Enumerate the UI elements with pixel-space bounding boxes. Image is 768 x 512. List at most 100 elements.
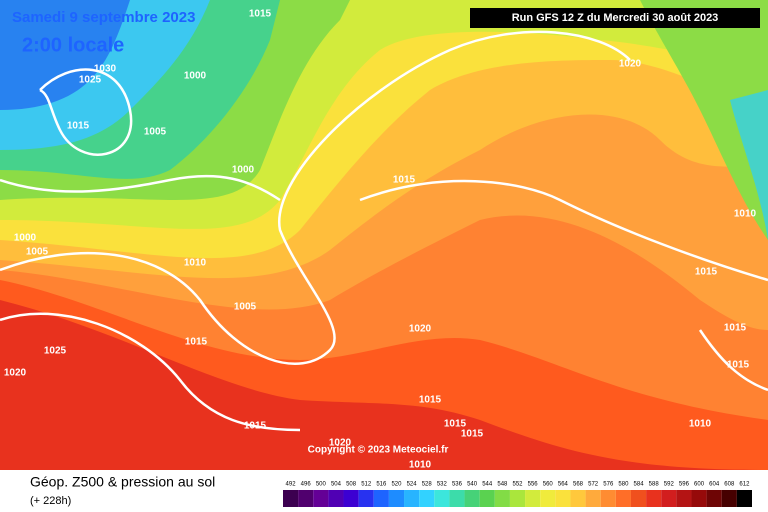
isobar-label: 1000	[232, 165, 255, 176]
scale-swatch	[600, 490, 616, 507]
scale-label: 512	[361, 482, 372, 488]
scale-label: 564	[558, 482, 569, 488]
scale-swatch	[358, 490, 374, 507]
scale-swatch	[404, 490, 420, 507]
isobar-label: 1015	[461, 429, 484, 440]
scale-swatch	[691, 490, 707, 507]
isobar-label: 1005	[144, 127, 167, 138]
scale-swatch	[676, 490, 692, 507]
scale-label: 596	[679, 482, 690, 488]
legend-lead: (+ 228h)	[30, 495, 71, 507]
color-scale: 492 496 500 504 508 512 516 520 524 528 532 536 540 5…	[283, 482, 752, 507]
scale-swatch	[343, 490, 359, 507]
isobar-label: 1015	[724, 323, 747, 334]
scale-swatch	[615, 490, 631, 507]
scale-label: 556	[528, 482, 539, 488]
forecast-date: Samedi 9 septembre 2023	[12, 9, 195, 26]
scale-swatch	[509, 490, 526, 507]
scale-swatch	[630, 490, 647, 507]
scale-label: 500	[316, 482, 327, 488]
scale-swatch	[494, 490, 510, 507]
run-box	[470, 8, 760, 28]
isobar-label: 1005	[234, 302, 257, 313]
scale-swatch	[706, 490, 722, 507]
scale-swatch	[449, 490, 465, 507]
scale-label: 552	[512, 482, 523, 488]
isobar-label: 1010	[734, 209, 757, 220]
scale-swatch	[464, 490, 480, 507]
isobar-label: 1015	[67, 121, 90, 132]
scale-swatch	[328, 490, 344, 507]
scale-label: 568	[573, 482, 584, 488]
scale-swatch	[419, 490, 435, 507]
scale-swatch	[373, 490, 389, 507]
isobar-label: 1025	[79, 75, 102, 86]
scale-swatch	[434, 490, 450, 507]
scale-label: 576	[603, 482, 614, 488]
scale-swatch	[646, 490, 662, 507]
scale-swatch	[540, 490, 556, 507]
scale-label: 544	[482, 482, 493, 488]
isobar-label: 1030	[94, 64, 117, 75]
scale-swatch	[661, 490, 677, 507]
scale-label: 516	[376, 482, 387, 488]
isobar-label: 1000	[184, 71, 207, 82]
isobar-label: 1015	[695, 267, 718, 278]
scale-label: 496	[301, 482, 312, 488]
scale-label: 548	[497, 482, 508, 488]
scale-swatch	[570, 490, 586, 507]
scale-swatch	[283, 490, 299, 507]
isobar-label: 1005	[26, 247, 49, 258]
isobar-label: 1010	[689, 419, 712, 430]
scale-swatch	[721, 490, 737, 507]
scale-swatch	[479, 490, 495, 507]
scale-swatch	[585, 490, 601, 507]
scale-swatch	[736, 490, 752, 507]
scale-label: 608	[724, 482, 735, 488]
scale-label: 572	[588, 482, 599, 488]
scale-label: 560	[543, 482, 554, 488]
scale-label: 524	[407, 482, 418, 488]
scale-label: 492	[286, 482, 297, 488]
scale-label: 536	[452, 482, 463, 488]
forecast-time: 2:00 locale	[22, 34, 124, 56]
copyright: Copyright © 2023 Meteociel.fr	[308, 445, 449, 456]
scale-label: 504	[331, 482, 342, 488]
isobar-label: 1015	[444, 419, 467, 430]
scale-label: 592	[664, 482, 675, 488]
isobar-label: 1025	[44, 346, 67, 357]
isobar-label: 1015	[185, 337, 208, 348]
scale-label: 600	[694, 482, 705, 488]
isobar-label: 1010	[184, 258, 207, 269]
isobar-lines	[0, 30, 768, 432]
scale-label: 508	[346, 482, 357, 488]
isobar-label: 1000	[14, 233, 37, 244]
isobar-label: 1020	[409, 324, 432, 335]
isobar-label: 1015	[244, 421, 267, 432]
scale-label: 584	[634, 482, 645, 488]
scale-swatch	[388, 490, 405, 507]
isobar-label: 1015	[419, 395, 442, 406]
scale-swatch	[555, 490, 571, 507]
isobar-label: 1015	[249, 9, 272, 20]
isobar-label: 1015	[727, 360, 750, 371]
scale-label: 580	[618, 482, 629, 488]
scale-label: 612	[739, 482, 750, 488]
isobar-label: 1020	[329, 438, 352, 449]
isobar-label: 1015	[393, 175, 416, 186]
run-label: Run GFS 12 Z du Mercredi 30 août 2023	[512, 12, 719, 24]
isobar-label: 1010	[409, 460, 432, 471]
scale-label: 520	[391, 482, 402, 488]
legend-title: Géop. Z500 & pression au sol	[30, 474, 215, 490]
scale-label: 588	[649, 482, 660, 488]
scale-label: 604	[709, 482, 720, 488]
geopotential-field	[0, 0, 768, 470]
scale-swatch	[298, 490, 314, 507]
scale-swatch	[525, 490, 541, 507]
scale-label: 540	[467, 482, 478, 488]
scale-label: 532	[437, 482, 448, 488]
scale-swatch	[313, 490, 329, 507]
isobar-label: 1020	[619, 59, 642, 70]
